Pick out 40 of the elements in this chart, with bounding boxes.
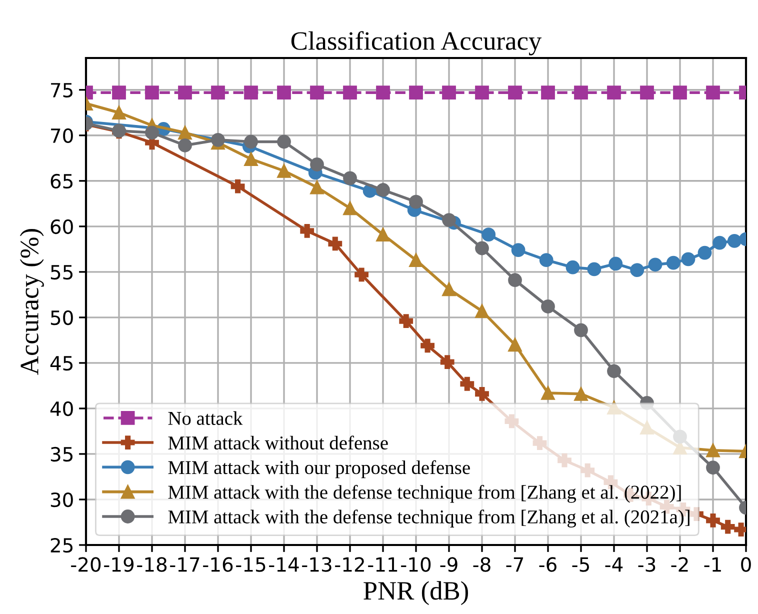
legend-label: MIM attack with the defense technique from [Zhang et al. (2021a)] (168, 510, 690, 528)
x-axis-title: PNR (dB) (364, 581, 468, 606)
x-tick-label: -12 (335, 557, 364, 572)
x-tick-label: -19 (104, 557, 134, 572)
x-tick-label: -7 (506, 557, 524, 572)
y-tick-label: 70 (51, 128, 73, 144)
x-tick-label: -2 (671, 557, 688, 572)
x-tick-label: -11 (368, 557, 398, 572)
x-tick-label: -6 (539, 557, 556, 572)
x-tick-label: -16 (203, 557, 233, 572)
chart-title: Classification Accuracy (291, 31, 542, 56)
x-tick-label: -8 (473, 557, 490, 572)
y-tick-label: 65 (50, 174, 72, 189)
y-tick-label: 55 (50, 265, 72, 280)
y-tick-label: 40 (50, 401, 73, 416)
x-tick-label: -4 (605, 557, 623, 572)
x-tick-label: -3 (638, 557, 656, 572)
x-tick-label: -20 (71, 557, 101, 572)
x-tick-label: -13 (302, 557, 332, 572)
legend-label: MIM attack with our proposed defense (168, 460, 470, 478)
y-tick-label: 30 (50, 492, 73, 508)
x-tick-label: -18 (137, 557, 167, 572)
x-tick-label: -9 (440, 557, 458, 572)
y-tick-label: 50 (50, 310, 73, 326)
x-tick-label: -10 (401, 557, 431, 572)
x-tick-label: -1 (704, 557, 721, 572)
x-tick-label: 0 (741, 557, 751, 572)
legend-label: MIM attack without defense (168, 436, 388, 450)
x-tick-label: -17 (170, 557, 200, 572)
y-tick-label: 60 (50, 219, 73, 234)
y-tick-label: 35 (50, 446, 72, 462)
x-tick-label: -5 (572, 557, 589, 572)
legend-label: No attack (168, 411, 243, 425)
legend-label: MIM attack with the defense technique from [Zhang et al. (2022)] (168, 484, 681, 503)
x-tick-label: -14 (269, 557, 299, 572)
y-tick-label: 25 (50, 538, 72, 553)
x-tick-label: -15 (236, 557, 266, 572)
y-axis-title: Accuracy (%) (20, 229, 44, 375)
y-tick-label: 45 (50, 356, 72, 371)
y-tick-label: 75 (51, 83, 72, 98)
